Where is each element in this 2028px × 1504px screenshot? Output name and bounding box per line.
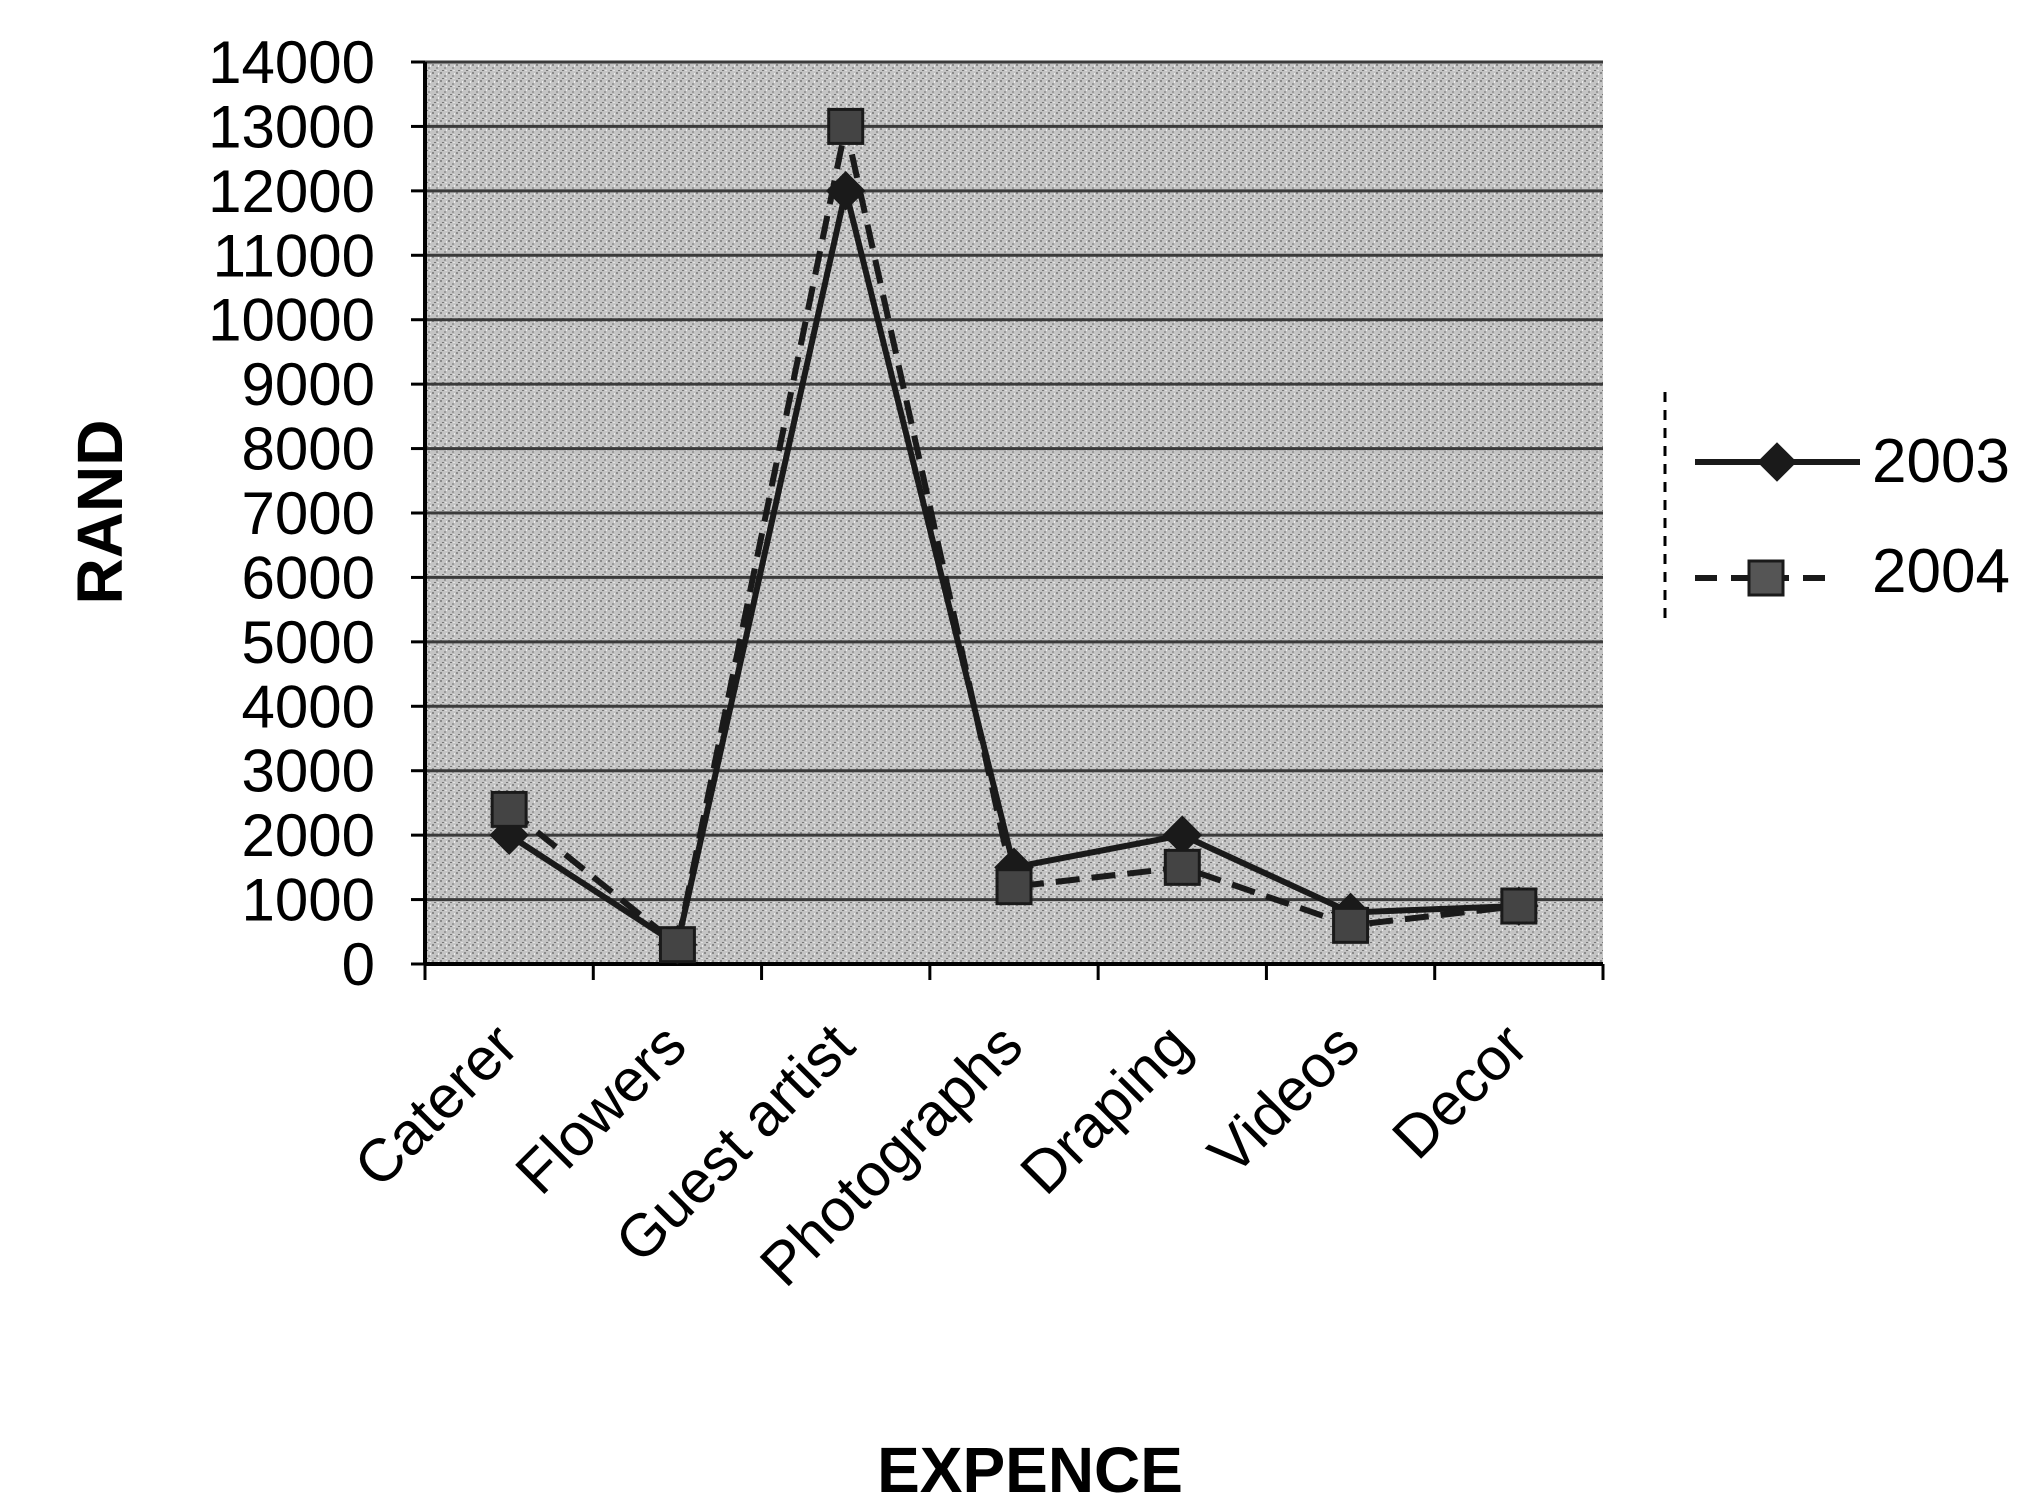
x-axis-title: EXPENCE	[877, 1434, 1183, 1504]
point-2004	[1502, 889, 1536, 923]
point-2004	[829, 109, 863, 143]
legend-label-2003: 2003	[1872, 427, 2010, 496]
category-label: Videos	[1195, 1011, 1371, 1187]
y-axis-title: RAND	[64, 420, 136, 605]
y-tick-label: 2000	[242, 802, 375, 869]
y-tick-label: 10000	[208, 287, 375, 354]
point-2004	[1165, 850, 1199, 884]
y-tick-label: 3000	[242, 738, 375, 805]
y-tick-label: 4000	[242, 673, 375, 740]
y-tick-label: 11000	[213, 222, 375, 289]
category-label: Decor	[1379, 1011, 1540, 1172]
point-2004	[660, 928, 694, 962]
y-tick-label: 8000	[242, 416, 375, 483]
y-tick-label: 0	[342, 931, 375, 998]
category-label: Caterer	[341, 1011, 530, 1200]
category-label: Draping	[1008, 1011, 1204, 1207]
y-tick-label: 1000	[242, 867, 375, 934]
legend-label-2004: 2004	[1872, 537, 2010, 606]
y-tick-label: 13000	[208, 93, 375, 160]
point-2004	[997, 870, 1031, 904]
legend-marker-2003	[1757, 442, 1797, 482]
legend-marker-2004	[1749, 561, 1783, 595]
y-tick-label: 14000	[208, 29, 375, 96]
y-tick-label: 6000	[242, 544, 375, 611]
y-tick-label: 7000	[242, 480, 375, 547]
y-tick-label: 9000	[242, 351, 375, 418]
y-axis-ticks: 0100020003000400050006000700080009000100…	[208, 29, 425, 998]
point-2004	[1334, 908, 1368, 942]
y-tick-label: 12000	[208, 158, 375, 225]
point-2004	[492, 792, 526, 826]
legend: 2003 2004	[1665, 392, 2010, 620]
y-tick-label: 5000	[242, 609, 375, 676]
